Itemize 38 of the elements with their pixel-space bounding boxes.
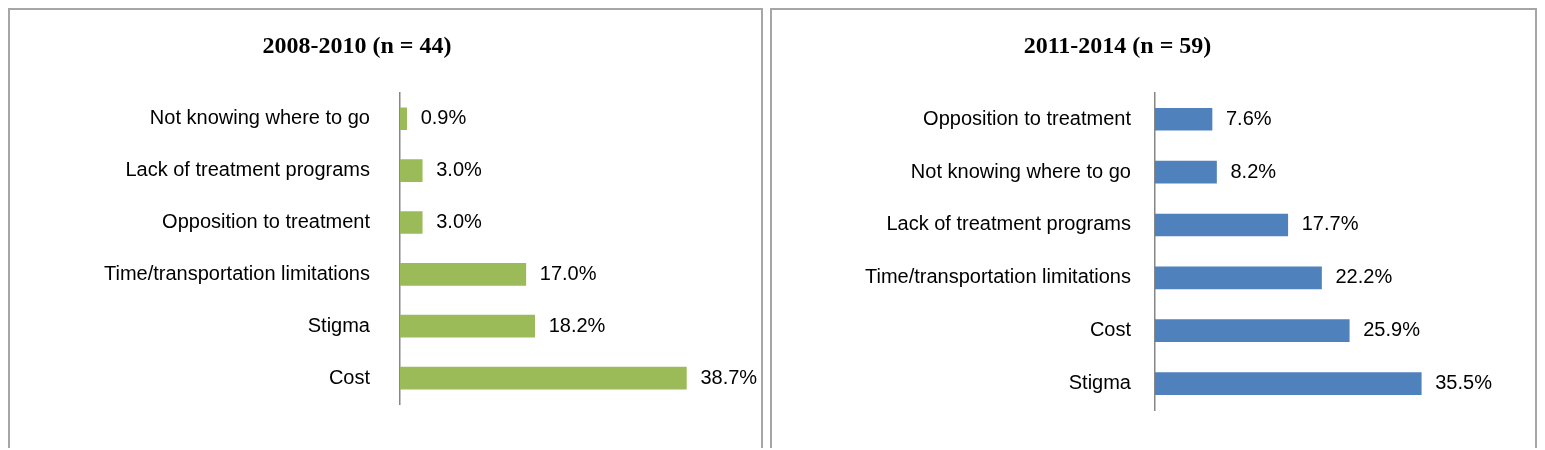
bar: [1155, 213, 1289, 237]
y-tick-label: Time/transportation limitations: [103, 261, 370, 284]
bar: [400, 159, 423, 182]
y-tick-label: Lack of treatment programs: [125, 158, 370, 181]
data-label: 8.2%: [1230, 159, 1277, 182]
bar: [1155, 160, 1217, 184]
bar: [400, 107, 407, 131]
data-label: 0.9%: [420, 106, 467, 129]
data-label: 25.9%: [1363, 318, 1421, 341]
bar: [1155, 319, 1350, 343]
y-tick-label: Cost: [1089, 318, 1132, 341]
data-label: 17.7%: [1301, 212, 1359, 235]
bar: [400, 263, 527, 286]
bar: [1155, 107, 1213, 131]
data-label: 35.5%: [1435, 371, 1493, 394]
bar: [400, 211, 423, 234]
y-tick-label: Time/transportation limitations: [864, 265, 1131, 288]
data-label: 22.2%: [1335, 265, 1393, 288]
data-label: 18.2%: [548, 313, 606, 336]
bar: [400, 366, 687, 390]
data-label: 3.0%: [436, 209, 482, 232]
bar: [1155, 266, 1322, 290]
chart-title: 2011-2014 (n = 59): [1023, 31, 1212, 58]
y-tick-label: Opposition to treatment: [923, 106, 1132, 129]
y-tick-label: Stigma: [307, 313, 371, 336]
y-tick-label: Lack of treatment programs: [886, 212, 1131, 235]
y-tick-label: Stigma: [1068, 371, 1132, 394]
data-label: 38.7%: [700, 365, 758, 388]
bar: [1155, 372, 1422, 395]
y-tick-label: Not knowing where to go: [149, 106, 370, 129]
bar: [400, 314, 536, 338]
data-label: 17.0%: [539, 261, 597, 284]
data-label: 3.0%: [436, 158, 482, 181]
y-tick-label: Cost: [328, 365, 371, 388]
y-tick-label: Opposition to treatment: [162, 209, 371, 232]
chart-title: 2008-2010 (n = 44): [262, 31, 452, 58]
y-tick-label: Not knowing where to go: [910, 159, 1131, 182]
data-label: 7.6%: [1226, 106, 1272, 129]
